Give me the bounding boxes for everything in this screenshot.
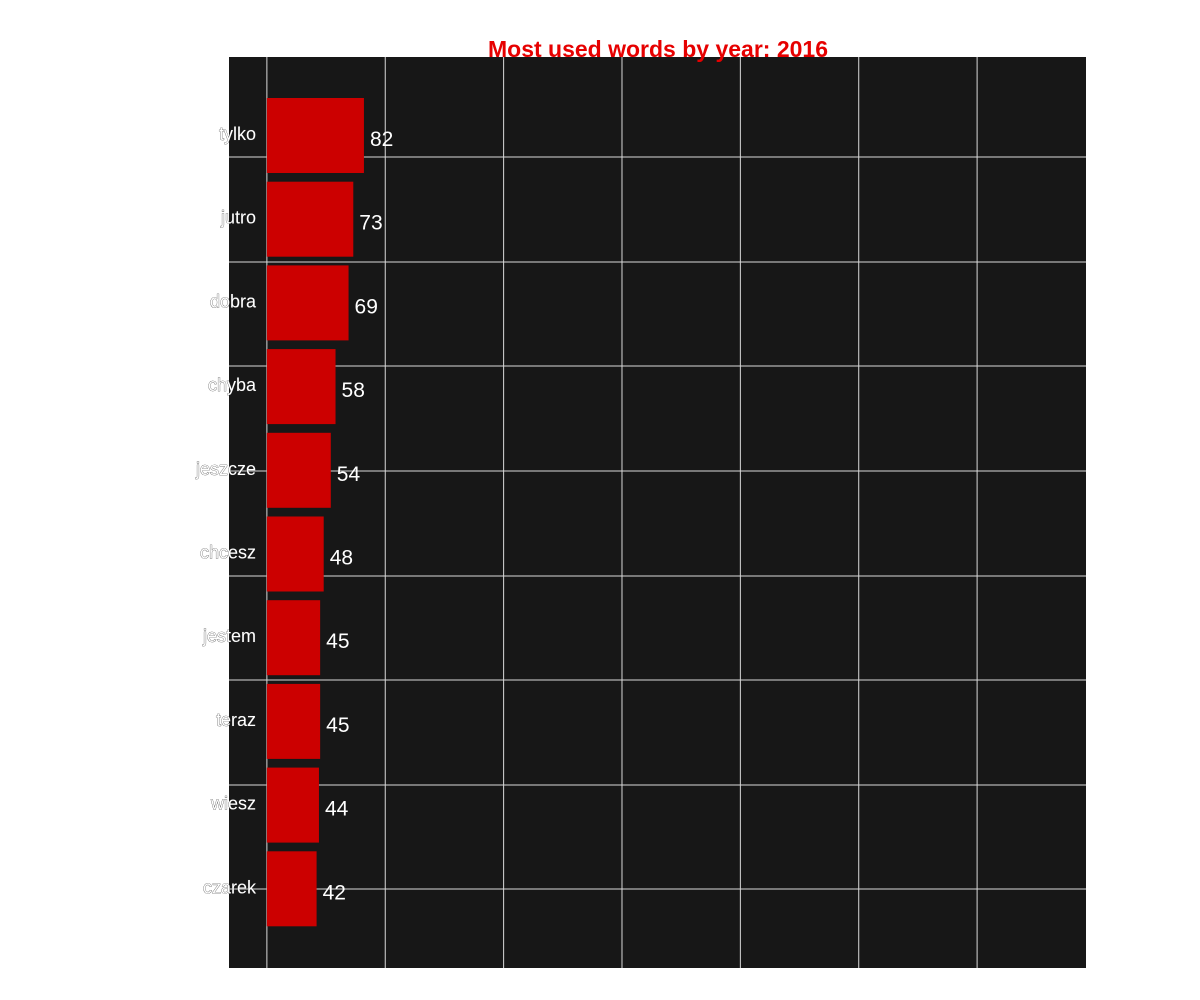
category-label: teraz <box>216 710 256 730</box>
category-label: jestem <box>202 626 256 646</box>
bar <box>266 683 321 759</box>
data-label: 69 <box>355 295 378 318</box>
bars <box>266 98 364 927</box>
category-label: dobra <box>210 291 257 311</box>
plot-panel <box>229 57 1086 968</box>
bar <box>266 349 336 425</box>
bar <box>266 181 354 257</box>
data-label: 73 <box>359 212 382 235</box>
data-label: 58 <box>342 379 365 402</box>
category-label: czarek <box>203 877 257 897</box>
data-label: 45 <box>326 714 349 737</box>
category-labels: tylko jutro dobra chyba jeszcze chcesz jestem t… <box>195 124 258 898</box>
category-label: wiesz <box>210 794 256 814</box>
category-label: tylko <box>219 124 256 144</box>
bar <box>266 600 321 676</box>
data-label: 54 <box>337 463 361 486</box>
data-label: 82 <box>370 128 393 151</box>
category-label: jutro <box>220 208 256 228</box>
category-label: jeszcze <box>195 459 256 479</box>
value-labels: 82 73 69 58 54 48 45 45 44 42 <box>323 128 394 904</box>
chart-title: Most used words by year: 2016 <box>488 36 828 62</box>
bar <box>266 767 319 843</box>
bar <box>266 516 324 592</box>
data-label: 48 <box>330 547 353 570</box>
data-label: 45 <box>326 630 349 653</box>
bar <box>266 265 349 341</box>
bar <box>266 432 331 508</box>
grid <box>229 57 1086 968</box>
data-label: 42 <box>323 881 346 904</box>
bar <box>266 98 364 173</box>
bar <box>266 851 317 927</box>
category-label: chcesz <box>200 543 256 563</box>
data-label: 44 <box>325 798 349 821</box>
category-label: chyba <box>208 375 257 395</box>
